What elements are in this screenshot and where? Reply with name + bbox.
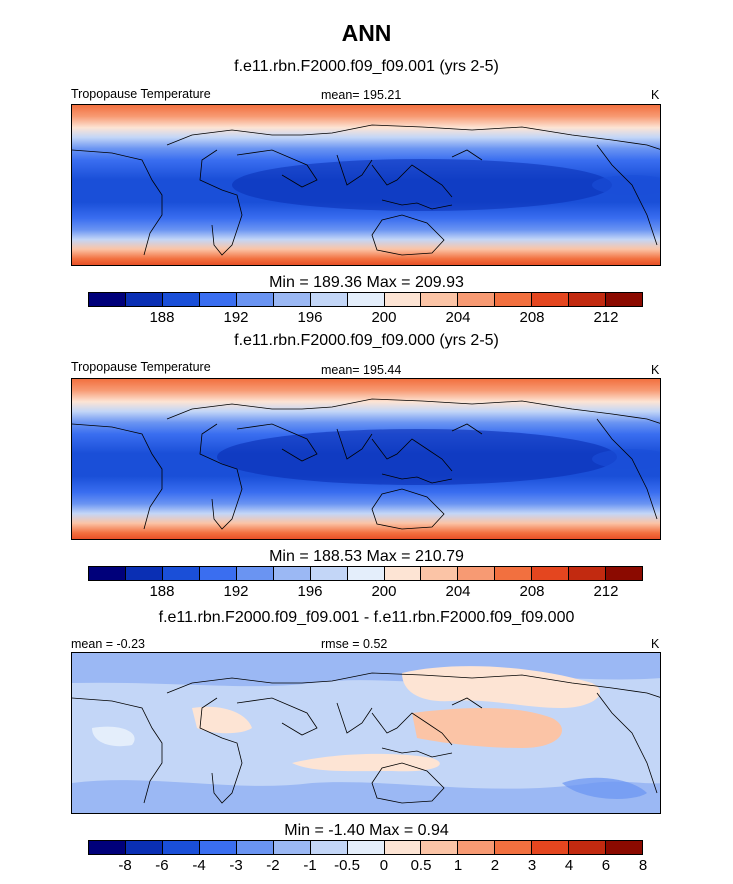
panel-3-mean-label: mean = -0.23 bbox=[71, 637, 146, 651]
colorbar-3-tick-label: 2 bbox=[490, 857, 500, 874]
panel-1-variable-label: Tropopause Temperature bbox=[71, 87, 211, 101]
colorbar-3-box bbox=[89, 841, 126, 854]
colorbar-3-tick-label: 3 bbox=[527, 857, 537, 874]
colorbar-1-box bbox=[273, 293, 311, 306]
colorbar-1-tick-label: 208 bbox=[519, 309, 545, 326]
colorbar-1-box bbox=[199, 293, 237, 306]
colorbar-3-tick-label: 0.5 bbox=[410, 857, 432, 874]
panel-1-min-max: Min = 189.36 Max = 209.93 bbox=[269, 274, 464, 291]
colorbar-3-tick-label: -0.5 bbox=[334, 857, 360, 874]
colorbar-3-box bbox=[384, 841, 422, 854]
colorbar-3-tick-label: 1 bbox=[453, 857, 463, 874]
colorbar-2 bbox=[88, 566, 643, 581]
colorbar-2-tick-label: 212 bbox=[593, 583, 619, 600]
panel-1-units-label: K bbox=[651, 88, 660, 102]
colorbar-1-tick-label: 192 bbox=[223, 309, 249, 326]
colorbar-2-tick-label: 200 bbox=[371, 583, 397, 600]
colorbar-2-tick-label: 188 bbox=[149, 583, 175, 600]
panel-1-case-title: f.e11.rbn.F2000.f09_f09.001 (yrs 2-5) bbox=[234, 58, 499, 75]
colorbar-3-box bbox=[421, 841, 459, 854]
panel-1-map bbox=[71, 104, 661, 266]
colorbar-2-box bbox=[89, 567, 126, 580]
panel-2-map bbox=[71, 378, 661, 540]
panel-2-units-label: K bbox=[651, 363, 660, 377]
colorbar-2-box bbox=[347, 567, 385, 580]
colorbar-2-box bbox=[384, 567, 422, 580]
colorbar-2-tick-label: 196 bbox=[297, 583, 323, 600]
colorbar-2-tick-label: 204 bbox=[445, 583, 471, 600]
colorbar-3-box bbox=[199, 841, 237, 854]
colorbar-2-box bbox=[236, 567, 274, 580]
colorbar-3-tick-label: -3 bbox=[229, 857, 243, 874]
colorbar-1-box bbox=[532, 293, 570, 306]
panel-2-case-title: f.e11.rbn.F2000.f09_f09.000 (yrs 2-5) bbox=[234, 332, 499, 349]
colorbar-3-box bbox=[569, 841, 607, 854]
colorbar-3-box bbox=[236, 841, 274, 854]
colorbar-2-tick-label: 192 bbox=[223, 583, 249, 600]
colorbar-1-tick-label: 188 bbox=[149, 309, 175, 326]
colorbar-3-tick-label: -8 bbox=[118, 857, 132, 874]
colorbar-3-tick-label: 6 bbox=[601, 857, 611, 874]
panel-2-mean-label: mean= 195.44 bbox=[321, 363, 402, 377]
colorbar-3-tick-label: -1 bbox=[303, 857, 317, 874]
colorbar-3-tick-label: -2 bbox=[266, 857, 280, 874]
colorbar-1-tick-label: 204 bbox=[445, 309, 471, 326]
colorbar-1-box bbox=[606, 293, 643, 306]
colorbar-1-tick-label: 200 bbox=[371, 309, 397, 326]
colorbar-3-box bbox=[458, 841, 496, 854]
colorbar-1-box bbox=[310, 293, 348, 306]
colorbar-1-box bbox=[421, 293, 459, 306]
panel-3-min-max: Min = -1.40 Max = 0.94 bbox=[284, 822, 449, 839]
colorbar-1-box bbox=[89, 293, 126, 306]
colorbar-1-tick-labels: 188 192 196 200 204 208 212 bbox=[88, 309, 643, 327]
colorbar-1 bbox=[88, 292, 643, 307]
colorbar-1-tick-label: 212 bbox=[593, 309, 619, 326]
panel-3-case-title: f.e11.rbn.F2000.f09_f09.001 - f.e11.rbn.… bbox=[158, 609, 575, 626]
colorbar-3-box bbox=[347, 841, 385, 854]
panel-2-min-max: Min = 188.53 Max = 210.79 bbox=[269, 548, 464, 565]
colorbar-3-box bbox=[495, 841, 533, 854]
colorbar-2-box bbox=[569, 567, 607, 580]
colorbar-3-tick-label: 4 bbox=[564, 857, 574, 874]
colorbar-2-tick-label: 208 bbox=[519, 583, 545, 600]
panel-3-rmse-label: rmse = 0.52 bbox=[321, 637, 388, 651]
colorbar-1-tick-label: 196 bbox=[297, 309, 323, 326]
colorbar-1-box bbox=[569, 293, 607, 306]
colorbar-3-tick-label: 8 bbox=[638, 857, 648, 874]
colorbar-2-box bbox=[273, 567, 311, 580]
colorbar-3-box bbox=[310, 841, 348, 854]
colorbar-1-box bbox=[458, 293, 496, 306]
colorbar-2-box bbox=[532, 567, 570, 580]
panel-3-map bbox=[71, 652, 661, 814]
colorbar-3-box bbox=[532, 841, 570, 854]
colorbar-3-tick-labels: -8 -6 -4 -3 -2 -1 -0.5 0 0.5 1 2 3 4 6 8 bbox=[88, 857, 647, 875]
colorbar-3-tick-label: -4 bbox=[192, 857, 206, 874]
colorbar-3-tick-label: -6 bbox=[155, 857, 169, 874]
colorbar-2-box bbox=[162, 567, 200, 580]
colorbar-3-tick-label: 0 bbox=[379, 857, 389, 874]
colorbar-2-box bbox=[199, 567, 237, 580]
figure-title: ANN bbox=[341, 20, 392, 46]
panel-2-variable-label: Tropopause Temperature bbox=[71, 360, 211, 374]
colorbar-1-box bbox=[384, 293, 422, 306]
colorbar-3-box bbox=[273, 841, 311, 854]
colorbar-1-box bbox=[125, 293, 163, 306]
colorbar-2-box bbox=[458, 567, 496, 580]
colorbar-2-box bbox=[495, 567, 533, 580]
colorbar-1-box bbox=[495, 293, 533, 306]
colorbar-2-box bbox=[421, 567, 459, 580]
colorbar-3 bbox=[88, 840, 643, 855]
panel-1-mean-label: mean= 195.21 bbox=[321, 88, 402, 102]
colorbar-1-box bbox=[236, 293, 274, 306]
colorbar-3-box bbox=[125, 841, 163, 854]
colorbar-3-box bbox=[162, 841, 200, 854]
colorbar-2-box bbox=[125, 567, 163, 580]
panel-3-units-label: K bbox=[651, 637, 660, 651]
colorbar-1-box bbox=[162, 293, 200, 306]
colorbar-2-box bbox=[606, 567, 643, 580]
colorbar-2-tick-labels: 188 192 196 200 204 208 212 bbox=[88, 583, 643, 601]
colorbar-2-box bbox=[310, 567, 348, 580]
colorbar-1-box bbox=[347, 293, 385, 306]
colorbar-3-box bbox=[606, 841, 643, 854]
